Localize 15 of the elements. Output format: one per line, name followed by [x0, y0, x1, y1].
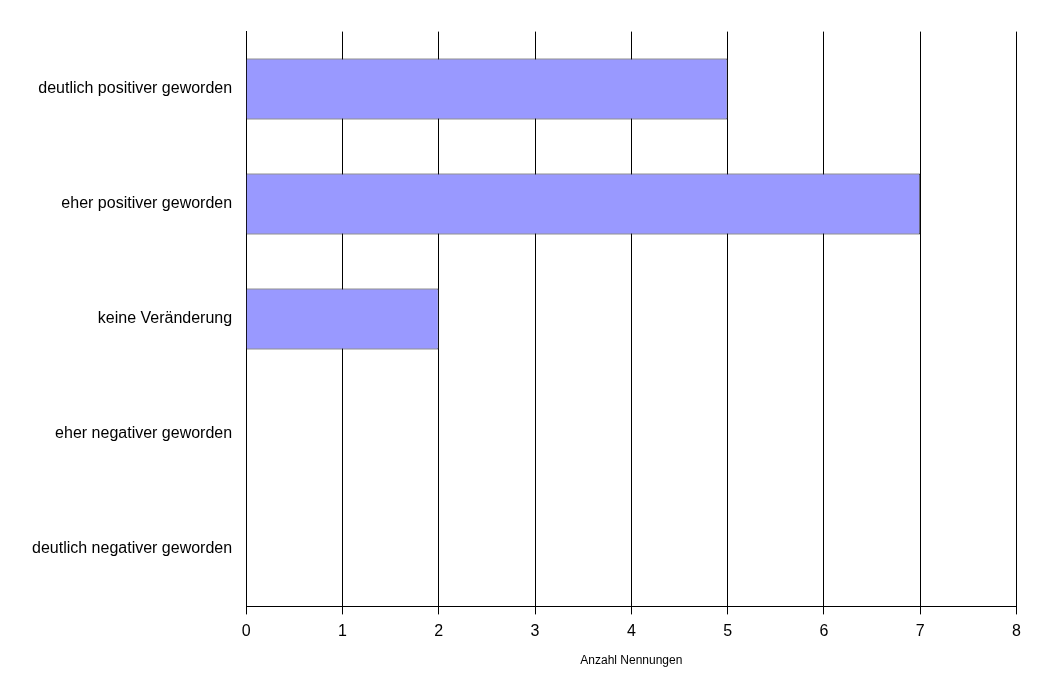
x-tick-label: 7: [915, 622, 925, 640]
y-tick-label: eher positiver geworden: [61, 194, 233, 212]
y-tick-label: eher negativer geworden: [55, 424, 233, 442]
y-tick-label: keine Veränderung: [97, 309, 233, 327]
y-tick-label: deutlich negativer geworden: [31, 539, 233, 557]
y-tick-label: deutlich positiver geworden: [38, 79, 233, 97]
x-tick-label: 1: [337, 622, 347, 640]
x-tick-label: 3: [530, 622, 540, 640]
x-tick-label: 8: [1012, 622, 1022, 640]
x-tick-label: 2: [434, 622, 444, 640]
x-tick-label: 0: [241, 622, 251, 640]
x-tick-label: 6: [819, 622, 829, 640]
x-tick-label: 5: [723, 622, 733, 640]
x-axis-title: Anzahl Nennungen: [580, 653, 683, 668]
x-tick-label: 4: [626, 622, 636, 640]
